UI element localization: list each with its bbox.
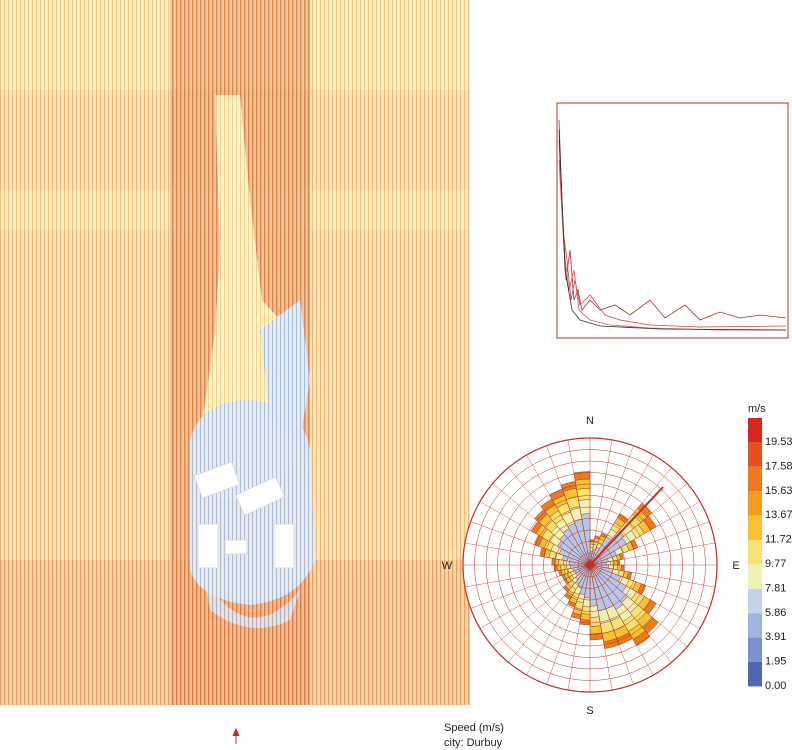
legend-swatch <box>748 564 762 589</box>
speed-legend: m/s 19.53 17.58 15.63 13.67 11.72 9.77 7.81 5.8… <box>748 403 792 692</box>
convergence-plot <box>556 102 789 339</box>
rose-spoke <box>589 467 672 566</box>
legend-swatch <box>748 613 762 638</box>
rose-spoke <box>567 564 591 691</box>
caption-city: city: Durbuy <box>444 737 503 749</box>
legend-swatch <box>748 540 762 565</box>
wind-field <box>0 0 470 705</box>
rose-spoke <box>546 564 591 685</box>
rose-spoke <box>508 467 591 566</box>
legend-swatch <box>748 662 762 687</box>
north-arrow <box>232 727 240 744</box>
legend-label: 9.77 <box>765 558 786 570</box>
legend-label: 11.72 <box>765 534 792 546</box>
legend-label: 13.67 <box>765 509 792 521</box>
rose-bin <box>589 625 603 635</box>
rose-spoke <box>479 501 591 566</box>
rose-spoke <box>546 445 591 566</box>
rose-spoke <box>589 454 654 566</box>
rose-spoke <box>589 564 654 676</box>
rose-bin <box>580 613 591 621</box>
rose-spoke <box>589 439 613 566</box>
rose-spoke <box>492 564 591 647</box>
legend-swatch <box>748 515 762 540</box>
legend-label: 7.81 <box>765 582 786 594</box>
legend-swatch <box>748 588 762 614</box>
buildings <box>193 461 295 569</box>
rose-spoke <box>589 501 701 566</box>
rose-spoke <box>470 521 591 566</box>
compass-north: N <box>586 415 594 427</box>
rose-spoke <box>589 564 634 685</box>
legend-label: 17.58 <box>765 460 792 472</box>
rose-spoke <box>526 564 591 676</box>
rose-spoke <box>464 542 591 566</box>
rose-spoke <box>589 564 613 691</box>
compass-south: S <box>586 705 593 717</box>
legend-swatch <box>748 491 762 516</box>
rose-spoke <box>479 564 591 629</box>
legend-swatch <box>748 466 762 492</box>
rose-spoke <box>589 445 634 566</box>
caption-title: Speed (m/s) <box>444 722 504 734</box>
rose-spoke <box>526 454 591 566</box>
rose-spoke <box>589 542 716 566</box>
legend-swatch <box>748 637 762 662</box>
legend-unit: m/s <box>748 403 766 415</box>
rose-spoke <box>589 564 701 629</box>
rose-spoke <box>567 439 591 566</box>
rose-spoke <box>589 521 710 566</box>
legend-swatch <box>748 442 762 467</box>
rose-spoke <box>589 564 672 663</box>
rose-bin <box>581 606 591 615</box>
compass-east: E <box>732 560 739 572</box>
wind-rose: N E S W <box>442 415 740 717</box>
rose-bin <box>616 559 620 566</box>
rose-bin <box>617 564 622 571</box>
rose-spoke <box>589 483 688 566</box>
prevailing-direction <box>589 486 664 566</box>
compass-west: W <box>442 560 453 572</box>
legend-label: 3.91 <box>765 631 786 643</box>
rose-spoke <box>464 564 591 588</box>
legend-label: 0.00 <box>765 680 786 692</box>
rose-bin <box>553 564 558 572</box>
rose-bin <box>620 564 625 572</box>
legend-label: 1.95 <box>765 656 786 668</box>
rose-spoke <box>589 564 688 647</box>
rose-bin <box>589 616 601 627</box>
legend-swatch <box>748 418 762 443</box>
legend-label: 19.53 <box>765 436 792 448</box>
rose-spoke <box>470 564 591 609</box>
rose-bin <box>576 488 591 501</box>
legend-label: 5.86 <box>765 607 786 619</box>
rose-bin <box>556 564 562 571</box>
rose-spoke <box>589 564 716 588</box>
rose-spoke <box>492 483 591 566</box>
legend-label: 15.63 <box>765 485 792 497</box>
rose-spoke <box>589 564 710 609</box>
rose-spoke <box>508 564 591 663</box>
